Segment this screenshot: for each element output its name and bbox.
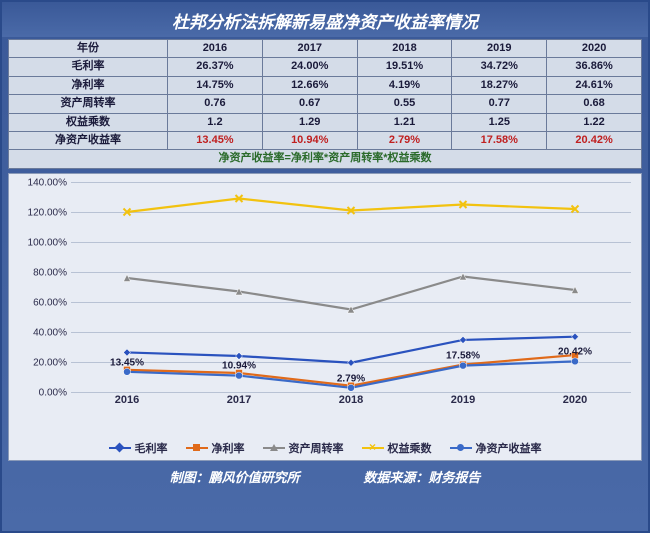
y-axis-label: 20.00% [33,357,67,368]
series-line [127,336,575,362]
footer: 制图：鹏风价值研究所 数据来源：财务报告 [2,463,648,486]
table-cell: 36.86% [547,58,642,76]
table-cell: 0.55 [357,95,452,113]
table-cell: 20.42% [547,131,642,149]
legend-label: 净资产收益率 [476,440,542,456]
table-cell: 0.68 [547,95,642,113]
table-header-cell: 2016 [168,40,263,58]
legend-marker-icon [450,443,472,453]
data-table: 年份20162017201820192020 毛利率26.37%24.00%19… [8,39,642,169]
footer-source: 数据来源：财务报告 [363,470,480,485]
x-axis-label: 2016 [115,394,139,406]
legend-label: 净利率 [212,440,245,456]
roe-chart: 0.00% 20.00% 40.00% 60.00% 80.00% 100.00% 120.… [8,173,642,461]
legend-item: × 权益乘数 [362,440,432,456]
y-axis-label: 40.00% [33,327,67,338]
data-point-label: 2.79% [337,373,365,384]
y-axis-label: 140.00% [28,177,67,188]
table-header-cell: 年份 [9,40,168,58]
data-point-label: 17.58% [446,351,480,362]
table-header-cell: 2018 [357,40,452,58]
table-row-label: 毛利率 [9,58,168,76]
table-row: 净利率14.75%12.66%4.19%18.27%24.61% [9,76,642,94]
table-cell: 1.29 [262,113,357,131]
y-axis-label: 0.00% [39,387,67,398]
table-header-cell: 2019 [452,40,547,58]
chart-legend: 毛利率 净利率 资产周转率 × 权益乘数 净资产收益率 [9,440,641,456]
x-axis-label: 2019 [451,394,475,406]
table-cell: 10.94% [262,131,357,149]
table-row: 净资产收益率13.45%10.94%2.79%17.58%20.42% [9,131,642,149]
x-axis-label: 2020 [563,394,587,406]
table-cell: 24.61% [547,76,642,94]
formula-cell: 净资产收益率=净利率*资产周转率*权益乘数 [9,150,642,168]
series-marker [572,358,579,365]
legend-label: 权益乘数 [388,440,432,456]
legend-marker-icon: × [362,443,384,453]
table-row: 资产周转率0.760.670.550.770.68 [9,95,642,113]
legend-label: 资产周转率 [289,440,344,456]
legend-item: 净利率 [186,440,245,456]
x-axis-label: 2017 [227,394,251,406]
data-point-label: 10.94% [222,361,256,372]
table-cell: 12.66% [262,76,357,94]
table-cell: 17.58% [452,131,547,149]
page-title: 杜邦分析法拆解新易盛净资产收益率情况 [2,2,648,37]
series-marker [460,362,467,369]
footer-author: 制图：鹏风价值研究所 [170,470,300,485]
y-axis-label: 80.00% [33,267,67,278]
legend-item: 净资产收益率 [450,440,542,456]
data-table-wrap: 年份20162017201820192020 毛利率26.37%24.00%19… [2,37,648,169]
series-marker [348,384,355,391]
series-marker [124,368,131,375]
table-cell: 4.19% [357,76,452,94]
gridline: 0.00% [71,392,631,393]
table-cell: 1.22 [547,113,642,131]
table-cell: 18.27% [452,76,547,94]
y-axis-label: 100.00% [28,237,67,248]
series-marker [236,352,243,359]
chart-svg [71,182,631,392]
table-cell: 34.72% [452,58,547,76]
dashboard-panel: 杜邦分析法拆解新易盛净资产收益率情况 年份2016201720182019202… [0,0,650,533]
table-cell: 1.2 [168,113,263,131]
y-axis-label: 120.00% [28,207,67,218]
series-marker [348,359,355,366]
table-row: 权益乘数1.21.291.211.251.22 [9,113,642,131]
table-cell: 2.79% [357,131,452,149]
y-axis-label: 60.00% [33,297,67,308]
series-marker [572,333,579,340]
series-marker [124,349,131,356]
table-cell: 24.00% [262,58,357,76]
table-row-label: 净利率 [9,76,168,94]
table-header-cell: 2017 [262,40,357,58]
table-header-cell: 2020 [547,40,642,58]
table-cell: 14.75% [168,76,263,94]
series-line [127,276,575,309]
table-cell: 1.25 [452,113,547,131]
legend-marker-icon [109,443,131,453]
table-cell: 13.45% [168,131,263,149]
legend-label: 毛利率 [135,440,168,456]
table-row-label: 净资产收益率 [9,131,168,149]
table-cell: 26.37% [168,58,263,76]
data-point-label: 13.45% [110,357,144,368]
series-marker [460,336,467,343]
table-row-label: 权益乘数 [9,113,168,131]
legend-marker-icon [186,443,208,453]
legend-item: 资产周转率 [263,440,344,456]
series-marker [236,372,243,379]
table-cell: 1.21 [357,113,452,131]
legend-item: 毛利率 [109,440,168,456]
table-cell: 19.51% [357,58,452,76]
table-row: 毛利率26.37%24.00%19.51%34.72%36.86% [9,58,642,76]
data-point-label: 20.42% [558,347,592,358]
table-cell: 0.67 [262,95,357,113]
table-cell: 0.77 [452,95,547,113]
table-cell: 0.76 [168,95,263,113]
x-axis-label: 2018 [339,394,363,406]
legend-marker-icon [263,443,285,453]
table-row-label: 资产周转率 [9,95,168,113]
